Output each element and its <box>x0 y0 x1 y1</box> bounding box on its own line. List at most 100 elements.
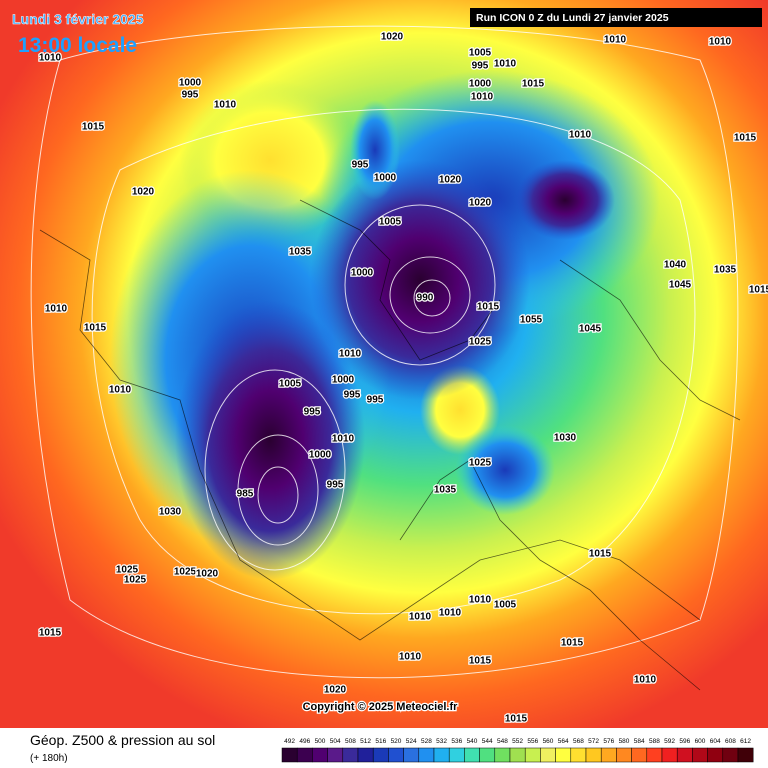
legend-swatch <box>433 747 450 763</box>
legend-label: 496 <box>299 738 310 745</box>
legend-label: 576 <box>603 738 614 745</box>
pressure-label: 1005 <box>494 600 517 611</box>
legend-label: 604 <box>710 738 721 745</box>
legend-label: 528 <box>421 738 432 745</box>
pressure-label: 995 <box>327 480 344 491</box>
legend-swatch <box>281 747 298 763</box>
legend-label: 592 <box>664 738 675 745</box>
pressure-label: 995 <box>472 61 489 72</box>
legend-label: 524 <box>406 738 417 745</box>
forecast-time: 13:00 locale <box>18 34 137 57</box>
legend-label: 560 <box>543 738 554 745</box>
forecast-date: Lundi 3 février 2025 <box>12 11 144 27</box>
pressure-label: 995 <box>344 390 361 401</box>
pressure-label: 1010 <box>494 59 517 70</box>
pressure-label: 1005 <box>279 379 302 390</box>
pressure-label: 1015 <box>505 714 528 725</box>
trough <box>350 100 400 200</box>
legend-swatch <box>418 747 435 763</box>
pressure-label: 1020 <box>132 187 155 198</box>
trough <box>455 425 555 515</box>
coastlines <box>39 199 741 691</box>
copyright: Copyright © 2025 Meteociel.fr <box>303 701 459 713</box>
pressure-label: 995 <box>352 160 369 171</box>
legend-swatch <box>388 747 404 763</box>
pressure-label: 1010 <box>439 608 462 619</box>
pressure-label: 1015 <box>522 79 545 90</box>
run-info: Run ICON 0 Z du Lundi 27 janvier 2025 <box>476 12 669 24</box>
legend-label: 584 <box>634 738 645 745</box>
pressure-label: 1020 <box>469 198 492 209</box>
pressure-label: 1010 <box>214 100 237 111</box>
pressure-label: 1020 <box>196 569 219 580</box>
legend-label: 608 <box>725 738 736 745</box>
pressure-label: 1015 <box>561 638 584 649</box>
legend-swatch <box>600 747 617 763</box>
legend-label: 548 <box>497 738 508 745</box>
legend-label: 564 <box>558 738 569 745</box>
legend-swatch <box>661 747 678 763</box>
legend-label: 500 <box>315 738 326 745</box>
pressure-label: 1010 <box>471 92 494 103</box>
legend-label: 572 <box>588 738 599 745</box>
legend-label: 568 <box>573 738 584 745</box>
pressure-label: 1000 <box>332 375 355 386</box>
pressure-label: 1035 <box>434 485 457 496</box>
legend-swatch <box>296 747 313 763</box>
legend-swatch <box>327 747 344 763</box>
legend-label: 508 <box>345 738 356 745</box>
legend-label: 596 <box>679 738 690 745</box>
pressure-label: 1025 <box>174 567 197 578</box>
legend-label: 532 <box>436 738 447 745</box>
pressure-label: 1015 <box>477 302 500 313</box>
pressure-label: 1045 <box>579 324 602 335</box>
pressure-label: 1010 <box>604 35 627 46</box>
pressure-label: 1015 <box>39 628 62 639</box>
legend-label: 512 <box>360 738 371 745</box>
legend-swatch <box>494 747 511 763</box>
pressure-label: 995 <box>367 395 384 406</box>
pressure-label: 995 <box>182 90 199 101</box>
pressure-label: 1030 <box>554 433 577 444</box>
legend-label: 540 <box>467 738 478 745</box>
pressure-label: 1010 <box>399 652 422 663</box>
pressure-label: 1020 <box>324 685 347 696</box>
pressure-label: 1010 <box>39 53 62 64</box>
legend-label: 612 <box>740 738 751 745</box>
legend-swatch <box>464 747 480 763</box>
legend-label: 544 <box>482 738 493 745</box>
pressure-label: 1025 <box>124 575 147 586</box>
pressure-label: 1010 <box>339 349 362 360</box>
pressure-label: 1000 <box>351 268 374 279</box>
pressure-label: 1000 <box>469 79 492 90</box>
legend-swatch <box>737 747 754 763</box>
legend-label: 552 <box>512 738 523 745</box>
pressure-label: 1015 <box>589 549 612 560</box>
pressure-label: 1005 <box>379 217 402 228</box>
legend-label: 492 <box>284 738 295 745</box>
legend-swatch <box>479 747 496 763</box>
legend-swatch <box>707 747 724 763</box>
pressure-label: 1010 <box>409 612 432 623</box>
legend-swatch <box>570 747 587 763</box>
legend-swatch <box>342 747 359 763</box>
footer-title: Géop. Z500 & pression au sol <box>30 732 215 748</box>
pressure-label: 1015 <box>469 656 492 667</box>
footer-lead: (+ 180h) <box>30 753 68 764</box>
pressure-label: 1025 <box>469 337 492 348</box>
pressure-label: 1055 <box>520 315 543 326</box>
legend-swatch <box>722 747 739 763</box>
pressure-label: 1010 <box>332 434 355 445</box>
legend-swatch <box>448 747 465 763</box>
pressure-label: 1020 <box>439 175 462 186</box>
pressure-label: 1035 <box>289 247 312 258</box>
legend-label: 520 <box>391 738 402 745</box>
legend-swatch <box>585 747 602 763</box>
pressure-label: 1000 <box>374 173 397 184</box>
pressure-label: 990 <box>417 293 434 304</box>
low <box>515 160 615 240</box>
pressure-label: 1010 <box>709 37 732 48</box>
legend-label: 536 <box>451 738 462 745</box>
legend-swatch <box>676 747 693 763</box>
